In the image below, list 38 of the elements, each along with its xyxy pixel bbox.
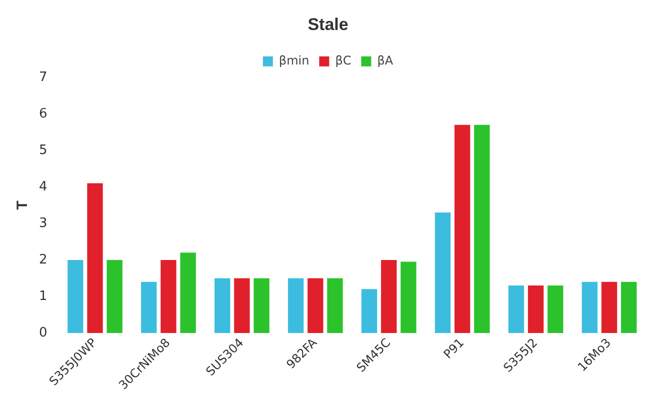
bar — [434, 212, 451, 333]
x-tick-label: P91 — [440, 336, 467, 362]
bar — [180, 252, 196, 333]
legend-label: βA — [377, 54, 394, 68]
bar — [474, 124, 490, 333]
bar — [106, 260, 122, 333]
chart-title: Stale — [308, 14, 348, 34]
bar — [582, 282, 598, 333]
y-tick-label: 7 — [38, 70, 48, 85]
y-tick-label: 1 — [38, 288, 48, 304]
bar — [621, 282, 637, 333]
bar — [234, 278, 250, 333]
bar — [308, 278, 324, 333]
bar — [381, 260, 397, 333]
y-tick-label: 2 — [38, 252, 48, 268]
y-tick-label: 6 — [38, 106, 48, 122]
bar — [141, 282, 157, 333]
bar — [528, 286, 544, 333]
bar — [548, 286, 564, 333]
bar — [327, 278, 343, 333]
bar — [601, 282, 618, 333]
bar — [254, 278, 270, 333]
bar — [68, 260, 84, 333]
legend-label: βC — [335, 54, 352, 68]
bar — [87, 183, 103, 333]
y-tick-label: 4 — [38, 179, 48, 194]
bar — [288, 278, 304, 333]
bar — [160, 260, 176, 333]
bar — [361, 289, 378, 333]
y-tick-label: 5 — [38, 142, 48, 158]
bar — [400, 262, 416, 333]
bar — [454, 124, 470, 333]
y-tick-label: 3 — [38, 216, 48, 231]
legend-label: βmin — [278, 54, 310, 68]
y-axis-title: T — [14, 200, 32, 210]
bar — [508, 286, 524, 333]
y-tick-label: 0 — [38, 325, 48, 340]
bar — [214, 278, 230, 333]
